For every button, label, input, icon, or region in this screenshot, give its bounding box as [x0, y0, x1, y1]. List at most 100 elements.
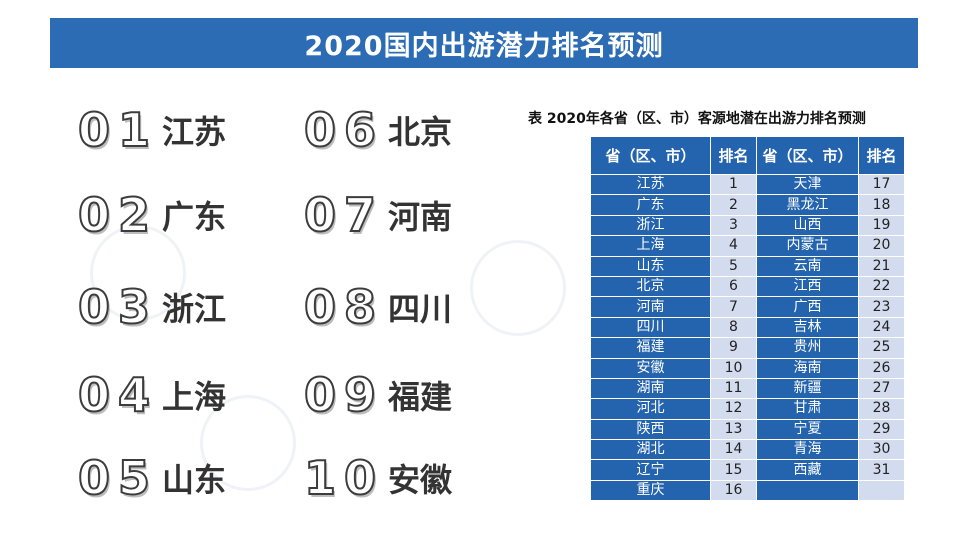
rank-province: 北京 — [388, 113, 453, 151]
rank-item: 05 山东 — [77, 448, 227, 508]
rank-cell: 17 — [858, 173, 905, 196]
province-cell: 吉林 — [756, 316, 859, 339]
rank-cell: 1 — [710, 173, 757, 196]
province-cell: 辽宁 — [590, 459, 711, 481]
rank-number: 02 — [77, 187, 159, 243]
rank-number: 07 — [303, 187, 385, 243]
table-body: 江苏 1 天津 17 广东 2 黑龙江 18 浙江 3 山西 19 上海 4 内蒙古 20 山东 5 云南 21 北京 6… — [590, 173, 905, 502]
province-cell — [756, 479, 859, 502]
rank-item: 06 北京 — [303, 100, 453, 160]
rank-number: 08 — [303, 279, 385, 335]
rank-cell: 15 — [710, 459, 757, 481]
province-cell: 浙江 — [590, 214, 711, 237]
rank-cell: 26 — [858, 357, 905, 379]
table-row: 福建 9 贵州 25 — [590, 337, 905, 359]
page-title: 2020国内出游潜力排名预测 — [304, 30, 664, 62]
rank-number: 09 — [303, 367, 385, 423]
table-row: 辽宁 15 西藏 31 — [590, 459, 905, 481]
rank-item: 10 安徽 — [303, 448, 453, 508]
rank-cell: 3 — [710, 214, 757, 237]
rank-item: 08 四川 — [303, 277, 452, 337]
table-row: 北京 6 江西 22 — [590, 275, 905, 298]
province-cell: 宁夏 — [756, 418, 859, 441]
rank-cell: 21 — [858, 255, 905, 277]
province-cell: 四川 — [590, 316, 711, 339]
rank-cell: 22 — [858, 275, 905, 298]
rank-item: 03 浙江 — [77, 277, 227, 337]
rank-number: 06 — [303, 102, 385, 158]
province-cell: 湖南 — [590, 377, 711, 400]
province-cell: 福建 — [590, 337, 711, 359]
table-caption: 表 2020年各省（区、市）客源地潜在出游力排名预测 — [528, 111, 866, 127]
rank-cell — [858, 479, 905, 502]
rank-item: 07 河南 — [303, 185, 453, 245]
table-header-row: 省（区、市） 排名 省（区、市） 排名 — [590, 136, 905, 175]
rank-province: 河南 — [388, 198, 453, 236]
rank-item: 04 上海 — [77, 365, 227, 425]
rank-cell: 30 — [858, 439, 905, 461]
rank-province: 江苏 — [162, 113, 227, 151]
province-cell: 黑龙江 — [756, 194, 859, 216]
table-row: 重庆 16 — [590, 479, 905, 502]
rank-province: 浙江 — [162, 290, 227, 328]
province-cell: 贵州 — [756, 337, 859, 359]
table-row: 安徽 10 海南 26 — [590, 357, 905, 379]
column-header: 省（区、市） — [756, 136, 859, 175]
table-row: 江苏 1 天津 17 — [590, 173, 905, 196]
table-row: 湖北 14 青海 30 — [590, 439, 905, 461]
province-cell: 新疆 — [756, 377, 859, 400]
rank-cell: 12 — [710, 398, 757, 420]
table-row: 湖南 11 新疆 27 — [590, 377, 905, 400]
rank-cell: 8 — [710, 316, 757, 339]
table-row: 山东 5 云南 21 — [590, 255, 905, 277]
rank-province: 安徽 — [388, 461, 453, 499]
rank-cell: 11 — [710, 377, 757, 400]
rank-cell: 4 — [710, 235, 757, 257]
province-cell: 青海 — [756, 439, 859, 461]
rank-province: 山东 — [162, 461, 227, 499]
rank-cell: 23 — [858, 296, 905, 318]
rank-cell: 14 — [710, 439, 757, 461]
watermark-logo — [90, 225, 186, 321]
province-cell: 内蒙古 — [756, 235, 859, 257]
rank-cell: 16 — [710, 479, 757, 502]
province-cell: 重庆 — [590, 479, 711, 502]
rank-cell: 31 — [858, 459, 905, 481]
rank-cell: 6 — [710, 275, 757, 298]
rank-cell: 7 — [710, 296, 757, 318]
table-row: 河南 7 广西 23 — [590, 296, 905, 318]
column-header: 排名 — [858, 136, 905, 175]
province-cell: 广西 — [756, 296, 859, 318]
province-cell: 江西 — [756, 275, 859, 298]
rank-province: 上海 — [162, 378, 227, 416]
province-cell: 江苏 — [590, 173, 711, 196]
watermark-logo — [470, 240, 566, 336]
rank-item: 01 江苏 — [77, 100, 227, 160]
province-cell: 山西 — [756, 214, 859, 237]
rank-province: 福建 — [388, 378, 453, 416]
province-cell: 广东 — [590, 194, 711, 216]
rank-item: 09 福建 — [303, 365, 453, 425]
rank-number: 10 — [303, 450, 385, 506]
rank-number: 03 — [77, 279, 159, 335]
province-cell: 湖北 — [590, 439, 711, 461]
table-row: 上海 4 内蒙古 20 — [590, 235, 905, 257]
rank-cell: 29 — [858, 418, 905, 441]
province-cell: 河北 — [590, 398, 711, 420]
province-cell: 陕西 — [590, 418, 711, 441]
rank-cell: 2 — [710, 194, 757, 216]
rank-cell: 28 — [858, 398, 905, 420]
province-cell: 甘肃 — [756, 398, 859, 420]
rank-number: 04 — [77, 367, 159, 423]
province-cell: 安徽 — [590, 357, 711, 379]
title-banner: 2020国内出游潜力排名预测 — [50, 18, 918, 68]
column-header: 排名 — [710, 136, 757, 175]
rank-item: 02 广东 — [77, 185, 226, 245]
rank-cell: 27 — [858, 377, 905, 400]
column-header: 省（区、市） — [590, 136, 711, 175]
province-cell: 上海 — [590, 235, 711, 257]
province-cell: 河南 — [590, 296, 711, 318]
rank-cell: 19 — [858, 214, 905, 237]
table-row: 广东 2 黑龙江 18 — [590, 194, 905, 216]
rank-cell: 9 — [710, 337, 757, 359]
